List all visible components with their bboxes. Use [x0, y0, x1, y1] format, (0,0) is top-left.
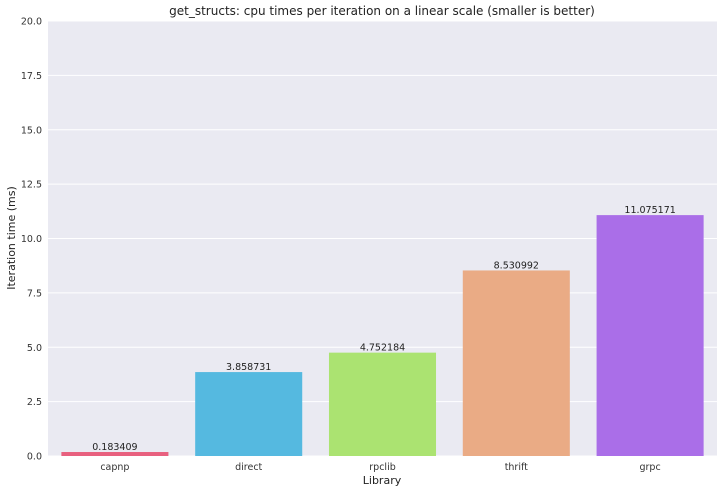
value-label-thrift: 8.530992	[494, 260, 539, 271]
y-tick-label: 20.0	[21, 17, 42, 28]
y-tick-label: 15.0	[21, 125, 42, 136]
y-tick-label: 0.0	[27, 452, 42, 463]
x-axis-label: Library	[363, 474, 402, 487]
value-label-rpclib: 4.752184	[360, 343, 405, 354]
y-axis-ticks: 0.0 2.5 5.0 7.5 10.0 12.5 15.0 17.5 20.0	[21, 17, 42, 463]
value-label-capnp: 0.183409	[92, 442, 137, 453]
y-tick-label: 17.5	[21, 71, 42, 82]
y-tick-label: 10.0	[21, 234, 42, 245]
x-tick-label-direct: direct	[235, 462, 262, 473]
bars: 0.183409 3.858731 4.752184 8.530992 11.07517…	[61, 205, 704, 456]
bar-grpc	[596, 215, 704, 456]
y-tick-label: 5.0	[27, 343, 42, 354]
bar-rpclib	[328, 352, 437, 456]
value-label-grpc: 11.075171	[624, 205, 675, 216]
bar-thrift	[462, 270, 570, 456]
x-tick-label-grpc: grpc	[639, 462, 660, 473]
y-tick-label: 2.5	[27, 397, 42, 408]
y-tick-label: 7.5	[27, 288, 42, 299]
bar-direct	[195, 372, 303, 456]
y-tick-label: 12.5	[21, 180, 42, 191]
x-tick-label-capnp: capnp	[100, 462, 129, 473]
value-label-direct: 3.858731	[226, 362, 271, 373]
x-tick-label-rpclib: rpclib	[369, 462, 395, 473]
chart-title: get_structs: cpu times per iteration on …	[169, 4, 595, 18]
y-axis-label: Iteration time (ms)	[5, 186, 18, 290]
x-tick-label-thrift: thrift	[505, 462, 528, 473]
bar-capnp	[61, 452, 169, 456]
x-axis-ticks: capnp direct rpclib thrift grpc	[100, 462, 660, 473]
